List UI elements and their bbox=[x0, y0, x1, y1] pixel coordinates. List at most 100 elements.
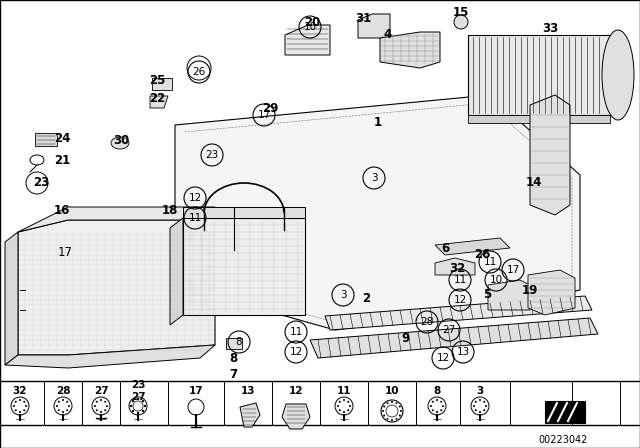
Text: 17: 17 bbox=[257, 110, 271, 120]
Text: 26: 26 bbox=[474, 249, 490, 262]
Circle shape bbox=[387, 402, 388, 404]
Circle shape bbox=[141, 400, 144, 402]
Circle shape bbox=[337, 405, 339, 407]
Text: 33: 33 bbox=[542, 22, 558, 34]
Ellipse shape bbox=[111, 137, 129, 149]
Circle shape bbox=[141, 410, 144, 412]
Polygon shape bbox=[170, 218, 183, 325]
Circle shape bbox=[130, 405, 132, 407]
Text: 14: 14 bbox=[526, 176, 542, 189]
Circle shape bbox=[391, 401, 393, 403]
Text: 32: 32 bbox=[449, 262, 465, 275]
Text: 22: 22 bbox=[149, 91, 165, 104]
Polygon shape bbox=[488, 280, 530, 310]
Circle shape bbox=[144, 405, 146, 407]
Circle shape bbox=[68, 405, 70, 407]
Circle shape bbox=[19, 399, 21, 401]
Circle shape bbox=[454, 15, 468, 29]
Circle shape bbox=[483, 409, 485, 411]
Text: 10: 10 bbox=[490, 275, 502, 285]
Polygon shape bbox=[310, 318, 598, 358]
Circle shape bbox=[348, 409, 349, 411]
Text: 5: 5 bbox=[483, 289, 491, 302]
Circle shape bbox=[399, 414, 401, 417]
Text: 11: 11 bbox=[188, 213, 202, 223]
Text: 12: 12 bbox=[289, 347, 303, 357]
Circle shape bbox=[383, 405, 385, 408]
Text: 27: 27 bbox=[442, 325, 456, 335]
Circle shape bbox=[94, 405, 96, 407]
Text: 8: 8 bbox=[236, 337, 243, 347]
Text: 28: 28 bbox=[420, 317, 434, 327]
Text: 9: 9 bbox=[401, 332, 409, 345]
Polygon shape bbox=[282, 404, 310, 429]
Text: 6: 6 bbox=[441, 241, 449, 254]
Text: 13: 13 bbox=[241, 386, 255, 396]
Polygon shape bbox=[18, 207, 215, 232]
Circle shape bbox=[432, 409, 434, 411]
Circle shape bbox=[436, 399, 438, 401]
Text: 2: 2 bbox=[362, 292, 370, 305]
Circle shape bbox=[475, 401, 477, 403]
Text: 29: 29 bbox=[262, 102, 278, 115]
Circle shape bbox=[13, 405, 15, 407]
Text: 12: 12 bbox=[453, 295, 467, 305]
Circle shape bbox=[383, 414, 385, 417]
Text: 8: 8 bbox=[229, 352, 237, 365]
Circle shape bbox=[96, 401, 98, 403]
Circle shape bbox=[19, 411, 21, 413]
Circle shape bbox=[62, 411, 64, 413]
Circle shape bbox=[137, 412, 140, 414]
Text: 3: 3 bbox=[371, 173, 378, 183]
Circle shape bbox=[106, 405, 108, 407]
Text: 17: 17 bbox=[58, 246, 72, 259]
Bar bbox=[468, 115, 610, 123]
Text: 24: 24 bbox=[54, 132, 70, 145]
Text: 17: 17 bbox=[506, 265, 520, 275]
Circle shape bbox=[343, 411, 345, 413]
Text: 25: 25 bbox=[149, 73, 165, 86]
Circle shape bbox=[339, 409, 340, 411]
Text: 17: 17 bbox=[189, 386, 204, 396]
Circle shape bbox=[473, 405, 475, 407]
Circle shape bbox=[349, 405, 351, 407]
Text: 20: 20 bbox=[304, 16, 320, 29]
Circle shape bbox=[343, 399, 345, 401]
Bar bbox=[226, 338, 242, 349]
Polygon shape bbox=[530, 95, 570, 215]
Circle shape bbox=[58, 401, 60, 403]
Text: 3: 3 bbox=[476, 386, 484, 396]
Bar bbox=[545, 401, 585, 423]
Circle shape bbox=[396, 402, 397, 404]
Polygon shape bbox=[358, 14, 390, 38]
Circle shape bbox=[432, 401, 434, 403]
Polygon shape bbox=[18, 220, 215, 355]
Circle shape bbox=[339, 401, 340, 403]
Bar bbox=[152, 78, 172, 90]
Circle shape bbox=[67, 401, 68, 403]
Text: 23: 23 bbox=[205, 150, 219, 160]
Circle shape bbox=[485, 405, 487, 407]
Text: 1: 1 bbox=[374, 116, 382, 129]
Text: 30: 30 bbox=[113, 134, 129, 146]
Text: 16: 16 bbox=[54, 203, 70, 216]
Text: 15: 15 bbox=[453, 5, 469, 18]
Text: 28: 28 bbox=[56, 386, 70, 396]
Text: 31: 31 bbox=[355, 12, 371, 25]
Text: 12: 12 bbox=[188, 193, 202, 203]
Circle shape bbox=[23, 401, 25, 403]
Circle shape bbox=[15, 409, 17, 411]
Polygon shape bbox=[435, 258, 475, 275]
Text: 8: 8 bbox=[433, 386, 440, 396]
Polygon shape bbox=[175, 95, 580, 330]
Circle shape bbox=[137, 398, 140, 400]
Circle shape bbox=[132, 400, 134, 402]
Circle shape bbox=[348, 401, 349, 403]
Circle shape bbox=[430, 405, 432, 407]
Polygon shape bbox=[325, 296, 592, 330]
Text: 11: 11 bbox=[289, 327, 303, 337]
Circle shape bbox=[475, 409, 477, 411]
Text: 18: 18 bbox=[162, 203, 178, 216]
Text: 4: 4 bbox=[384, 29, 392, 42]
Text: 10: 10 bbox=[303, 22, 317, 32]
